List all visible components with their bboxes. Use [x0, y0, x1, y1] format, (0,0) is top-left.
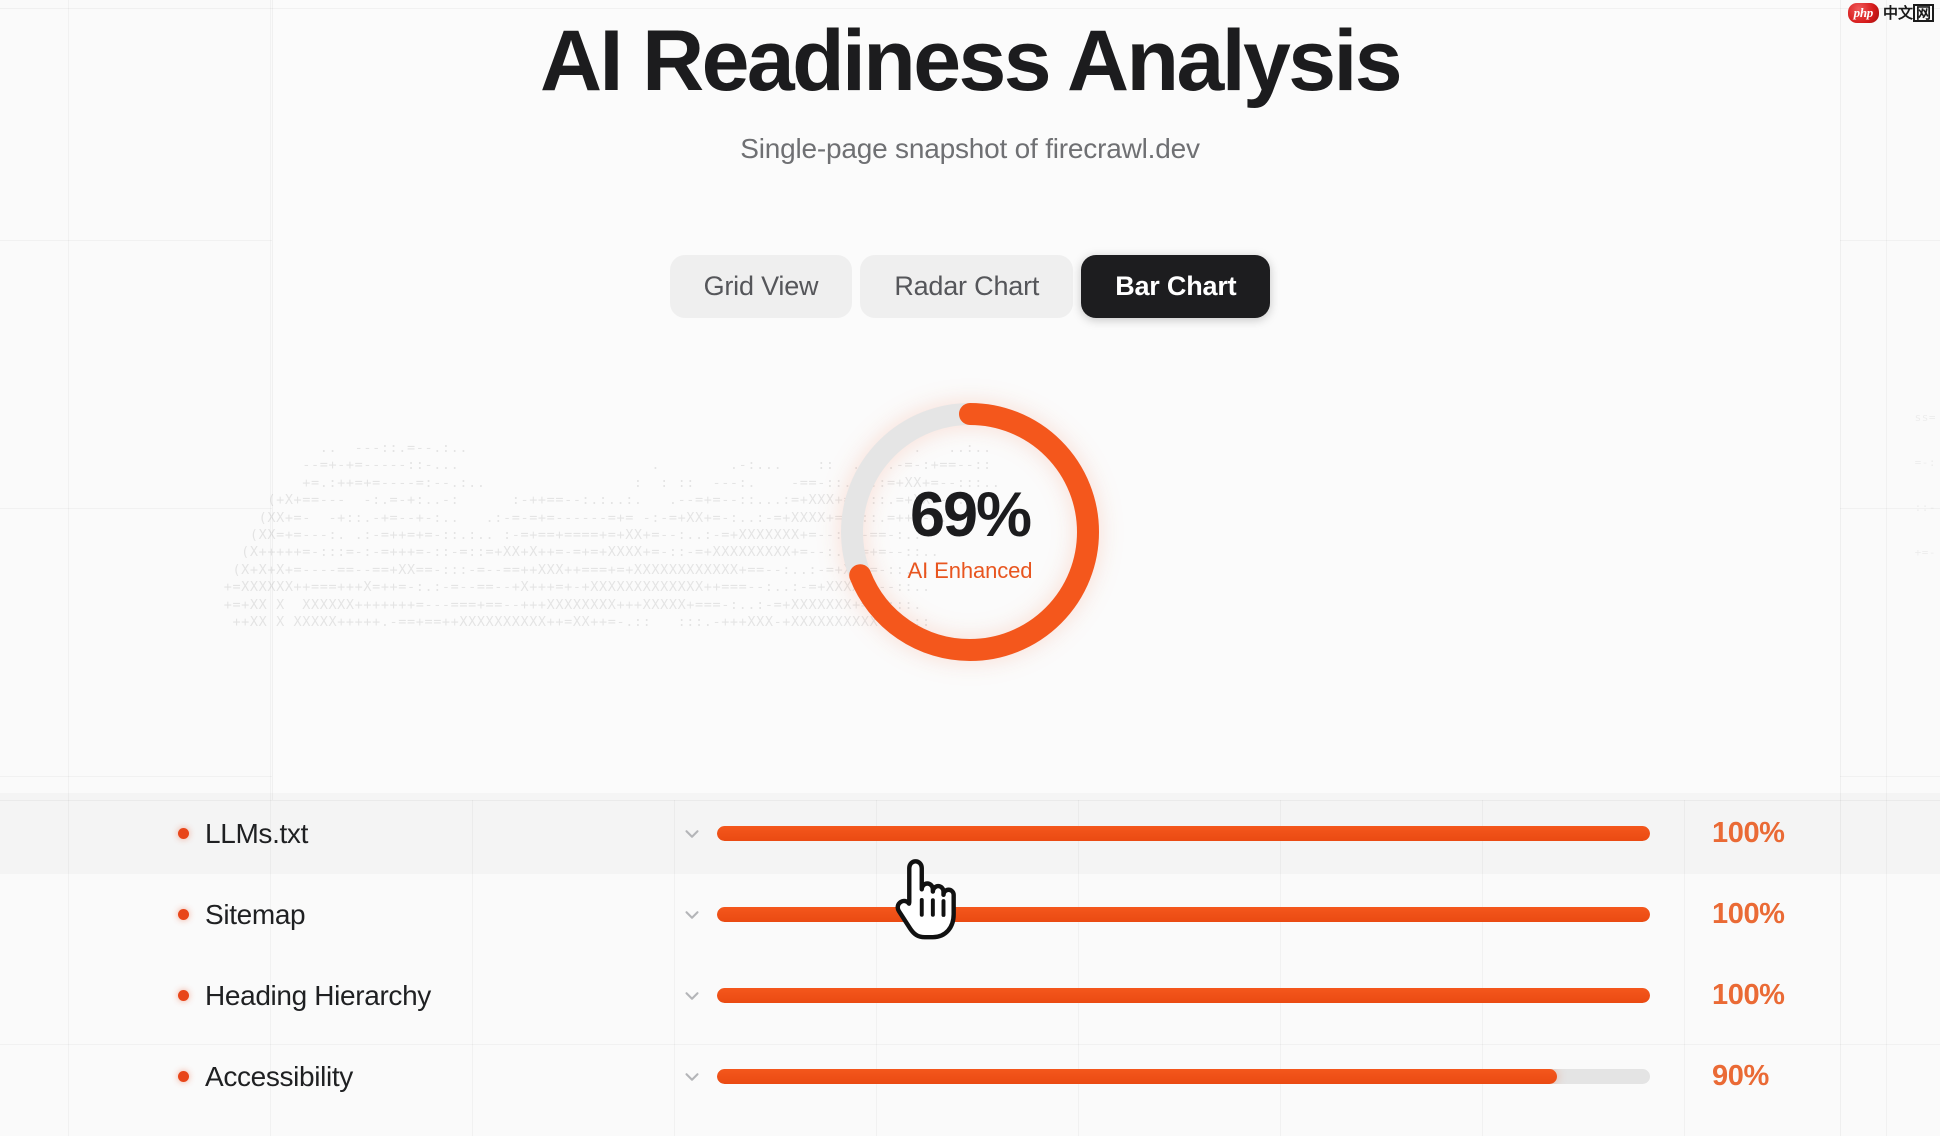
- status-dot-icon: [178, 909, 189, 920]
- status-dot-icon: [178, 1071, 189, 1082]
- metric-label: LLMs.txt: [205, 817, 309, 849]
- metric-bar-track: [717, 988, 1650, 1003]
- tab-bar-chart[interactable]: Bar Chart: [1081, 255, 1271, 318]
- metric-value: 100%: [1712, 898, 1785, 930]
- watermark-php-badge: php: [1847, 2, 1879, 23]
- page-title: AI Readiness Analysis: [540, 13, 1403, 109]
- chevron-down-icon[interactable]: [681, 985, 703, 1007]
- ascii-art-background: .. ---::.=--.:.. . ..:.. --=+-+=-----::-…: [223, 440, 1001, 631]
- chevron-down-icon[interactable]: [681, 1066, 703, 1088]
- panel-left-edge: [272, 0, 273, 800]
- chevron-down-icon[interactable]: [681, 904, 703, 926]
- hero-header: AI Readiness Analysis Single-page snapsh…: [0, 0, 1940, 165]
- view-switcher: Grid View Radar Chart Bar Chart: [0, 255, 1940, 318]
- status-dot-icon: [178, 828, 189, 839]
- gauge-value: 69%: [909, 480, 1032, 550]
- metric-bar-list: LLMs.txt 100% Sitemap 100% Heading Hierarchy…: [0, 793, 1940, 1117]
- metric-bar-fill: [717, 988, 1650, 1003]
- tab-label: Radar Chart: [894, 271, 1040, 301]
- tab-grid-view[interactable]: Grid View: [669, 255, 853, 318]
- gauge-caption: AI Enhanced: [907, 558, 1033, 583]
- metric-value: 100%: [1712, 979, 1785, 1011]
- ghost-text-line: ::-: [1914, 501, 1936, 514]
- table-row[interactable]: Heading Hierarchy 100%: [0, 955, 1940, 1036]
- tab-label: Bar Chart: [1115, 271, 1237, 301]
- readiness-gauge: 69% AI Enhanced: [820, 382, 1120, 682]
- panel-right-edge: [1840, 0, 1841, 1136]
- tab-radar-chart[interactable]: Radar Chart: [860, 255, 1074, 318]
- metric-label: Accessibility: [205, 1060, 353, 1092]
- metric-bar-fill: [717, 1069, 1557, 1084]
- metric-value: 90%: [1712, 1060, 1769, 1092]
- metric-label: Heading Hierarchy: [205, 979, 431, 1011]
- ghost-text-line: +=-: [1914, 546, 1936, 559]
- table-row[interactable]: Accessibility 90%: [0, 1036, 1940, 1117]
- tab-label: Grid View: [703, 271, 819, 301]
- site-watermark: php 中文网: [1847, 2, 1934, 23]
- ghost-text-line: =-:: [1914, 456, 1936, 469]
- metric-bar-fill: [717, 826, 1650, 841]
- metric-bar-track: [717, 826, 1650, 841]
- metric-bar-track: [717, 1069, 1650, 1084]
- page-subtitle: Single-page snapshot of firecrawl.dev: [740, 132, 1200, 164]
- table-row[interactable]: Sitemap 100%: [0, 874, 1940, 955]
- panel-top-edge: [0, 8, 1940, 9]
- metric-value: 100%: [1712, 817, 1785, 849]
- metric-label: Sitemap: [205, 898, 306, 930]
- ghost-text-line: ss=: [1914, 411, 1936, 424]
- gauge-center-content: 69% AI Enhanced: [820, 382, 1120, 682]
- table-row[interactable]: LLMs.txt 100%: [0, 793, 1940, 874]
- watermark-chinese-text: 中文网: [1883, 2, 1934, 23]
- status-dot-icon: [178, 990, 189, 1001]
- metric-bar-track: [717, 907, 1650, 922]
- panel-bottom-edge: [0, 800, 1940, 801]
- metric-bar-fill: [717, 907, 1650, 922]
- chevron-down-icon[interactable]: [681, 823, 703, 845]
